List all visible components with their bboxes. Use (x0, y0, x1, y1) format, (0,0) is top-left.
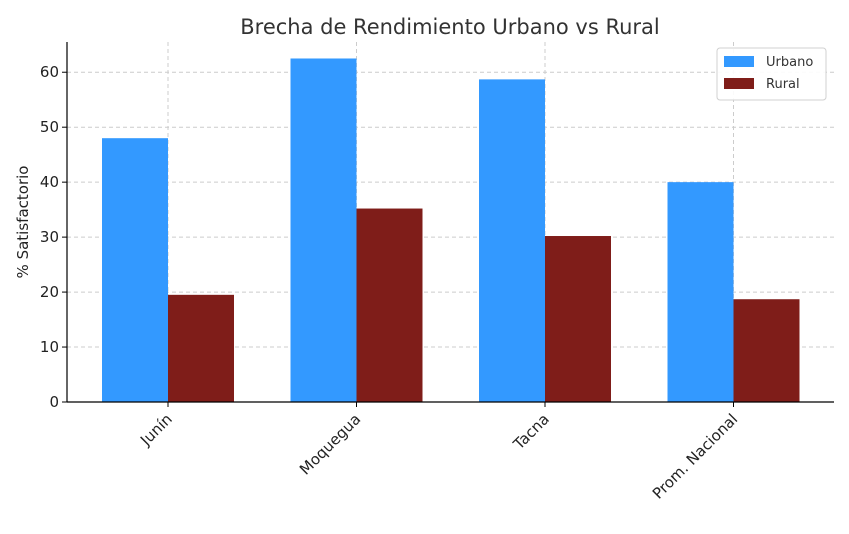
y-tick-label: 10 (40, 338, 59, 356)
bar-rural-3 (733, 299, 800, 402)
bar-rural-2 (545, 236, 611, 402)
bar-urbano-1 (290, 58, 357, 402)
bar-urbano-3 (667, 182, 734, 402)
bar-rural-0 (168, 294, 234, 402)
y-tick-label: 40 (40, 173, 59, 191)
x-ticks: Junín Moquegua Tacna Prom. Nacional (136, 402, 741, 503)
x-tick-label: Moquegua (296, 410, 364, 478)
y-ticks: 0 10 20 30 40 50 60 (40, 63, 67, 411)
legend-swatch-urbano (724, 56, 754, 67)
chart-title: Brecha de Rendimiento Urbano vs Rural (240, 15, 660, 39)
x-tick-label: Tacna (509, 410, 553, 454)
axes (66, 42, 834, 403)
x-tick-label: Junín (136, 410, 176, 450)
bar-urbano-0 (102, 138, 168, 402)
x-tick-label: Prom. Nacional (649, 410, 742, 503)
legend-swatch-rural (724, 78, 754, 89)
y-tick-label: 60 (40, 63, 59, 81)
legend: Urbano Rural (716, 47, 827, 101)
legend-label-rural: Rural (766, 77, 800, 92)
y-tick-label: 50 (40, 118, 59, 136)
y-axis-label: % Satisfactorio (14, 166, 32, 279)
y-tick-label: 20 (40, 283, 59, 301)
bar-rural-1 (356, 208, 423, 402)
bar-urbano-2 (479, 79, 545, 402)
y-tick-label: 0 (49, 393, 59, 411)
bars (102, 58, 800, 402)
legend-label-urbano: Urbano (766, 55, 813, 70)
y-tick-label: 30 (40, 228, 59, 246)
